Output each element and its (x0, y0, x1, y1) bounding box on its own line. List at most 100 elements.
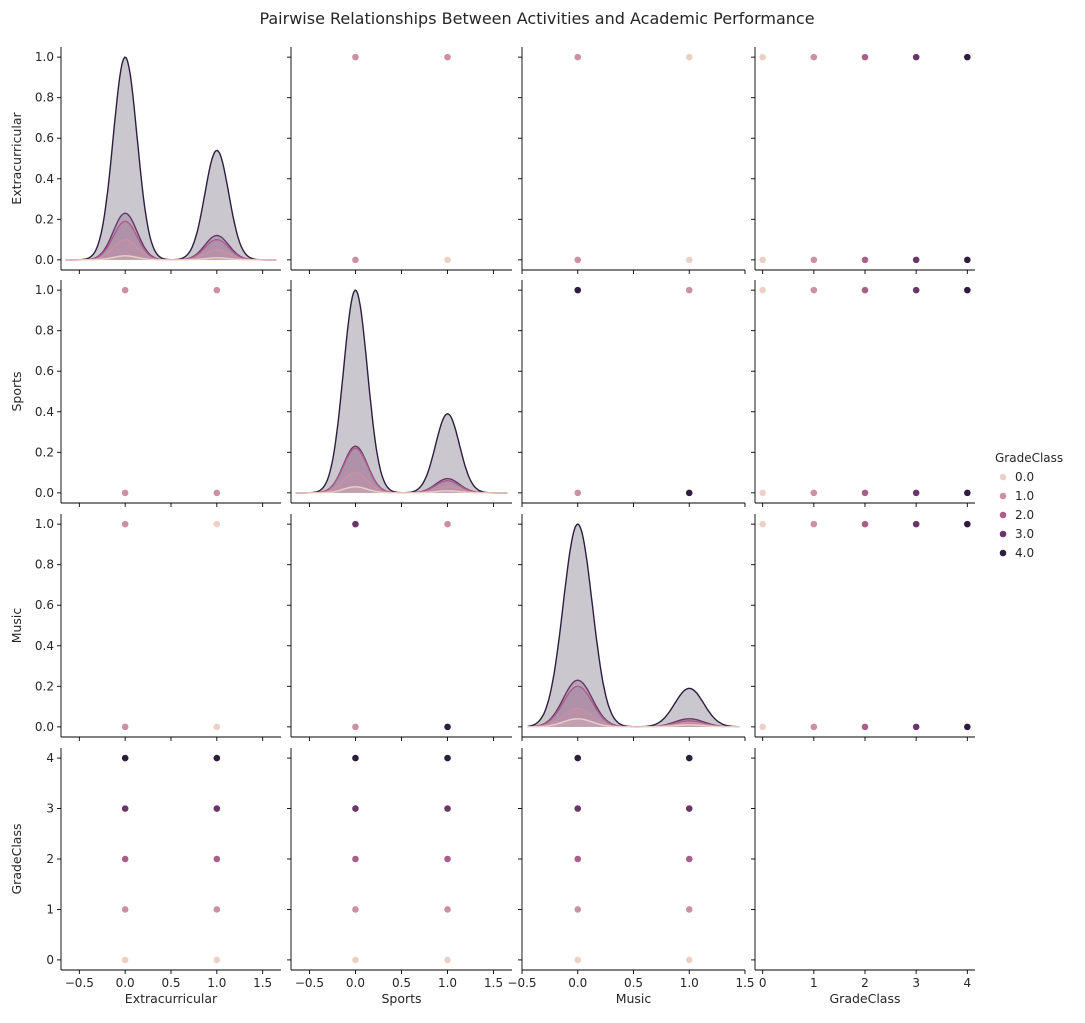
kde-area-3 (65, 213, 277, 260)
x-tick-label: 0.5 (392, 976, 411, 990)
x-axis-label: Sports (381, 991, 421, 1006)
kde-area-0 (527, 718, 740, 727)
scatter-point (912, 286, 921, 295)
scatter-point (573, 905, 582, 914)
scatter-point (443, 722, 452, 731)
scatter-point (685, 754, 694, 762)
scatter-point (121, 855, 130, 863)
y-tick-label: 2 (46, 852, 54, 866)
kde-area-4 (527, 524, 740, 727)
y-tick-label: 0.8 (35, 324, 54, 338)
scatter-point (212, 956, 221, 964)
scatter-point (351, 754, 360, 762)
x-axis-label: GradeClass (830, 991, 901, 1006)
scatter-point (121, 754, 130, 762)
x-tick-label: 0 (759, 976, 767, 990)
x-tick-label: 0.0 (346, 976, 365, 990)
y-tick-label: 1.0 (35, 283, 54, 297)
y-tick-label: 0.8 (35, 558, 54, 572)
scatter-point (809, 53, 818, 62)
scatter-point (573, 754, 582, 762)
y-tick-label: 1.0 (35, 50, 54, 64)
y-axis-label: Music (9, 608, 24, 644)
scatter-point (685, 286, 694, 295)
scatter-point (861, 53, 869, 62)
scatter-point (351, 905, 360, 914)
y-tick-label: 0.6 (35, 364, 54, 378)
scatter-point (443, 53, 452, 62)
legend-entry: 2.0 (1015, 508, 1034, 522)
scatter-point (212, 754, 221, 762)
x-tick-label: 0.5 (624, 976, 643, 990)
scatter-point (573, 855, 582, 863)
kde-line-0 (295, 486, 508, 494)
x-tick-label: 0.0 (568, 976, 587, 990)
scatter-point (758, 286, 767, 295)
scatter-point (685, 488, 694, 497)
scatter-point (912, 488, 921, 497)
y-tick-label: 0.6 (35, 131, 54, 145)
chart-title: Pairwise Relationships Between Activitie… (259, 9, 814, 28)
scatter-point (121, 722, 130, 731)
y-tick-label: 0.0 (35, 486, 54, 500)
scatter-point (685, 905, 694, 914)
scatter-point (861, 286, 869, 295)
x-tick-label: 1.0 (207, 976, 226, 990)
scatter-point (573, 804, 582, 813)
legend-entry: 1.0 (1015, 489, 1034, 503)
scatter-point (912, 53, 921, 62)
y-axis-label: GradeClass (9, 824, 24, 895)
scatter-point (121, 956, 130, 964)
scatter-point (351, 855, 360, 863)
scatter-point (351, 53, 360, 62)
kde-area-1 (527, 708, 740, 727)
scatter-point (861, 520, 869, 529)
scatter-point (758, 255, 767, 264)
scatter-point (809, 286, 818, 295)
scatter-point (212, 855, 221, 863)
scatter-point (212, 905, 221, 914)
x-tick-label: 1.5 (484, 976, 503, 990)
scatter-point (809, 255, 818, 264)
y-tick-label: 1.0 (35, 517, 54, 531)
scatter-point (212, 488, 221, 497)
y-tick-label: 0.6 (35, 598, 54, 612)
scatter-point (685, 804, 694, 813)
scatter-point (351, 804, 360, 813)
scatter-point (121, 286, 130, 295)
scatter-point (351, 520, 360, 529)
y-tick-label: 0.4 (35, 172, 54, 186)
scatter-point (758, 520, 767, 529)
scatter-point (758, 488, 767, 497)
scatter-point (861, 255, 869, 264)
y-axis-label: Sports (9, 371, 24, 411)
y-tick-label: 0.0 (35, 253, 54, 267)
y-tick-label: 0.2 (35, 445, 54, 459)
scatter-point (573, 255, 582, 264)
x-tick-label: −0.5 (295, 976, 324, 990)
kde-area-4 (65, 57, 277, 260)
scatter-point (212, 804, 221, 813)
kde-area-2 (65, 221, 277, 260)
scatter-point (443, 754, 452, 762)
scatter-point (573, 286, 582, 295)
scatter-point (443, 855, 452, 863)
scatter-point (121, 804, 130, 813)
scatter-point (861, 722, 869, 731)
scatter-point (963, 722, 972, 731)
scatter-point (351, 255, 360, 264)
scatter-point (912, 722, 921, 731)
scatter-point (963, 255, 972, 264)
y-tick-label: 0.4 (35, 639, 54, 653)
kde-line-4 (295, 289, 508, 494)
kde-area-4 (295, 290, 508, 493)
x-tick-label: −0.5 (65, 976, 94, 990)
scatter-point (121, 488, 130, 497)
scatter-point (351, 956, 360, 964)
scatter-point (912, 255, 921, 264)
scatter-point (685, 53, 694, 62)
y-tick-label: 0.2 (35, 212, 54, 226)
scatter-point (685, 855, 694, 863)
kde-area-2 (527, 686, 740, 727)
